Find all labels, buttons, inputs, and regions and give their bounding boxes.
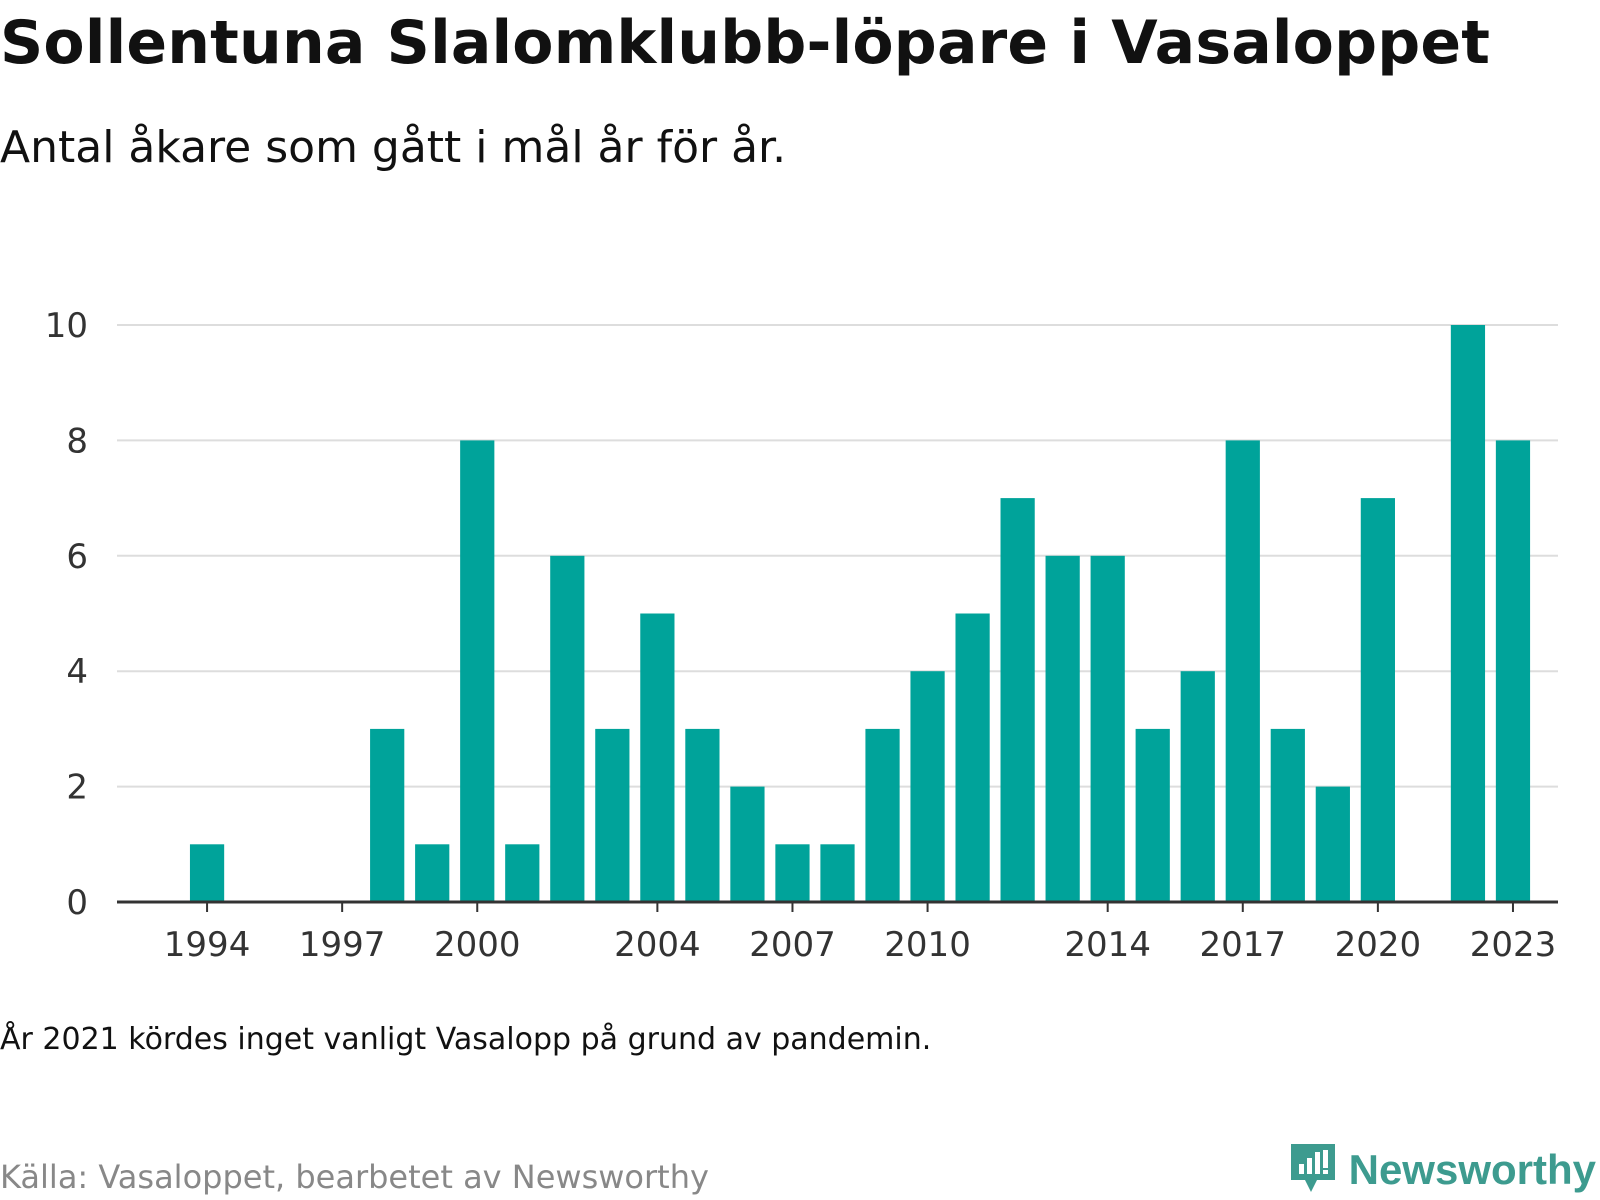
bar [1135,728,1170,902]
x-tick-label: 2010 [884,925,971,965]
y-tick-label: 2 [66,768,88,808]
x-tick-label: 1997 [299,925,386,965]
x-axis [117,900,1558,912]
bar [1315,786,1350,902]
bar [820,844,855,902]
chart-title: Sollentuna Slalomklubb-löpare i Vasalopp… [0,8,1491,78]
bar [1270,728,1305,902]
y-tick-label: 6 [66,537,88,577]
y-tick-label: 8 [66,421,88,461]
bar [505,844,540,902]
bar [370,728,405,902]
x-tick-label: 2007 [749,925,836,965]
y-tick-label: 4 [66,652,88,692]
bar [550,555,585,902]
bar [640,613,675,902]
bar [1180,671,1215,902]
bar [460,440,495,902]
y-axis: 0 2 4 6 8 10 [45,306,88,923]
brand-logo: Newsworthy [1287,1140,1596,1200]
bar [685,728,720,902]
x-axis-labels: 1994 1997 2000 2004 2007 2010 2014 2017 2020 2023 [164,925,1556,965]
bar [595,728,630,902]
bar [1000,498,1035,902]
x-tick-label: 2017 [1200,925,1287,965]
x-tick-label: 1994 [164,925,251,965]
x-tick-label: 2014 [1064,925,1151,965]
x-tick-label: 2020 [1335,925,1422,965]
x-tick-label: 2023 [1470,925,1557,965]
bar [415,844,450,902]
footnote: År 2021 kördes inget vanligt Vasalopp på… [0,1022,932,1057]
bar [865,728,900,902]
newsworthy-logo-icon [1290,1144,1335,1192]
bar [1360,498,1395,902]
bar [730,786,765,902]
bar [189,844,225,902]
bar [1225,440,1260,902]
x-tick-label: 2004 [614,925,701,965]
bar [1045,555,1080,902]
bar [1090,555,1125,902]
chart-subtitle: Antal åkare som gått i mål år för år. [0,122,787,173]
brand-name: Newsworthy [1348,1146,1596,1193]
bar [1495,440,1531,902]
bar [1450,325,1486,902]
y-tick-label: 0 [66,883,88,923]
y-tick-label: 10 [45,306,88,346]
bar-chart: 0 2 4 6 8 10 1994 1997 2000 2004 2007 2010 2014 2017… [45,306,1558,965]
x-tick-label: 2000 [434,925,521,965]
source-credit: Källa: Vasaloppet, bearbetet av Newswort… [0,1158,709,1196]
bar [775,844,810,902]
bar [955,613,990,902]
gridlines [117,324,1558,788]
bars [189,325,1531,902]
bar [910,671,945,902]
